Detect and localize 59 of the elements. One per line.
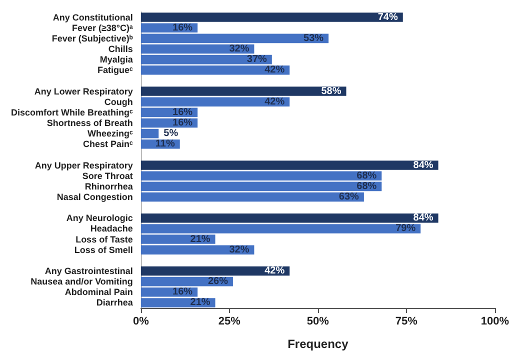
- data-label: 26%: [208, 276, 228, 288]
- x-tick-label: 100%: [480, 316, 510, 328]
- data-label: 16%: [172, 106, 193, 118]
- data-label: 16%: [172, 22, 193, 34]
- y-tick-label: Wheezingᶜ: [88, 128, 134, 139]
- data-label: 21%: [190, 234, 210, 245]
- data-label: 68%: [356, 180, 377, 192]
- data-label: 21%: [190, 297, 210, 308]
- data-label: 42%: [264, 64, 285, 76]
- y-tick-label: Diarrhea: [96, 298, 134, 308]
- y-tick-label: Fever (≥38°C)ᵃ: [72, 22, 134, 33]
- data-label: 11%: [155, 138, 175, 150]
- bar: [140, 266, 290, 276]
- y-tick-label: Nasal Congestion: [56, 192, 133, 202]
- x-tick-label: 0%: [132, 316, 150, 328]
- y-tick-label: Fatigueᶜ: [98, 65, 134, 76]
- y-tick-label: Fever (Subjective)ᵇ: [52, 33, 134, 44]
- y-tick-label: Any Lower Respiratory: [34, 86, 133, 96]
- y-tick-label: Loss of Smell: [74, 244, 133, 255]
- data-label: 32%: [229, 244, 250, 256]
- data-label: 32%: [229, 44, 250, 54]
- data-label: 79%: [396, 223, 416, 234]
- data-label: 74%: [378, 12, 398, 23]
- data-label: 16%: [172, 118, 193, 128]
- x-axis-title: Frequency: [288, 337, 349, 351]
- x-tick-label: 25%: [218, 316, 241, 328]
- data-label: 63%: [338, 192, 360, 202]
- data-label: 5%: [164, 128, 178, 140]
- bar: [140, 86, 346, 96]
- x-tick-label: 50%: [306, 316, 330, 328]
- data-label: 58%: [321, 86, 342, 97]
- data-label: 42%: [264, 266, 285, 276]
- x-tick-label: 75%: [395, 316, 418, 328]
- data-label: 42%: [264, 96, 285, 108]
- data-label: 68%: [356, 170, 377, 182]
- bar: [140, 213, 438, 223]
- y-tick-label: Nausea and/or Vomiting: [30, 276, 133, 287]
- data-label: 53%: [304, 32, 324, 44]
- y-tick-label: Any Neurologic: [66, 213, 133, 224]
- y-tick-label: Chills: [108, 44, 133, 54]
- y-tick-label: Headache: [90, 224, 133, 234]
- y-tick-label: Rhinorrhea: [84, 181, 134, 192]
- y-tick-label: Cough: [104, 96, 133, 107]
- y-tick-label: Chest Painᶜ: [82, 139, 134, 150]
- y-tick-label: Shortness of Breath: [46, 118, 133, 128]
- data-label: 37%: [246, 54, 268, 66]
- bar: [140, 12, 403, 22]
- y-tick-label: Myalgia: [100, 54, 134, 65]
- y-tick-label: Loss of Taste: [76, 234, 133, 244]
- data-label: 84%: [413, 160, 434, 171]
- y-tick-label: Discomfort While Breathingᶜ: [10, 107, 134, 118]
- y-tick-label: Sore Throat: [82, 170, 133, 181]
- bar: [140, 160, 438, 170]
- data-label: 84%: [413, 212, 434, 224]
- y-tick-label: Abdominal Pain: [64, 287, 133, 298]
- y-tick-label: Any Upper Respiratory: [34, 160, 133, 170]
- data-label: 16%: [172, 286, 193, 298]
- y-tick-label: Any Constitutional: [52, 12, 133, 22]
- y-tick-label: Any Gastrointestinal: [44, 266, 133, 276]
